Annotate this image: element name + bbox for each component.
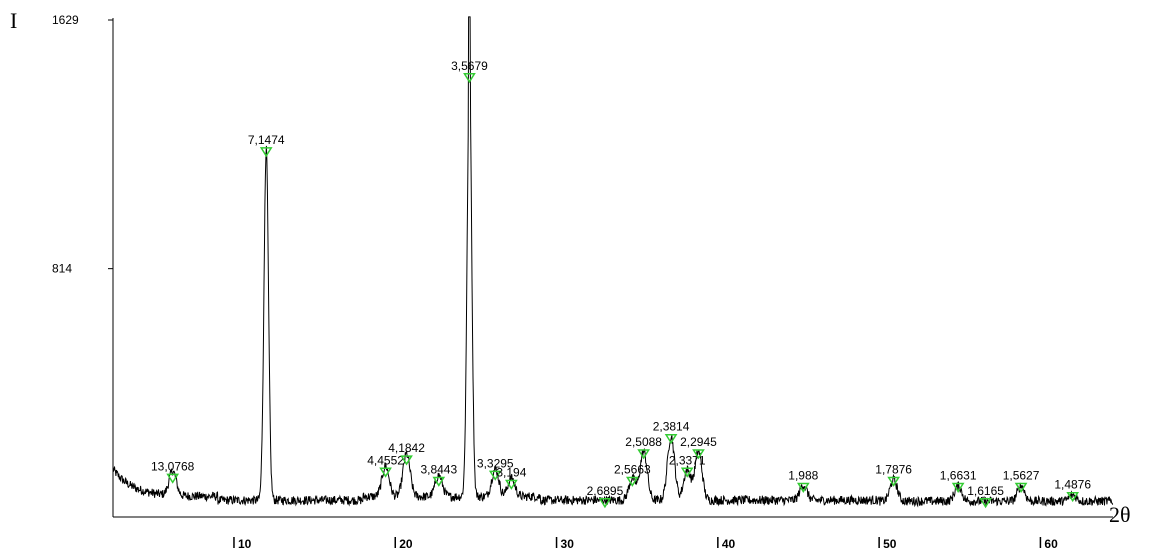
peak-label: 3,194: [496, 465, 526, 479]
x-tick-label: 30: [561, 537, 575, 551]
peak-marker: [598, 498, 612, 509]
peak-marker: [166, 473, 180, 484]
axes: 814 1629 10 20 30 40 50 60: [52, 13, 1113, 551]
peak-marker: [664, 433, 678, 445]
peak-label: 1,988: [788, 469, 818, 483]
peak-label: 3,5679: [451, 59, 488, 73]
peak-marker: [951, 482, 965, 493]
peak-label: 4,4552: [367, 453, 404, 467]
peak-label: 2,6895: [587, 484, 624, 498]
diffraction-trace: [112, 16, 1114, 508]
peak-marker: [505, 479, 518, 490]
peak-marker: [692, 449, 705, 460]
peak-marker: [887, 476, 900, 487]
peak-label: 4,1842: [388, 441, 425, 455]
peak-label: 1,7876: [875, 462, 912, 476]
x-tick-label: 10: [238, 537, 252, 551]
peak-label: 1,6165: [967, 484, 1004, 498]
x-tick-label: 20: [399, 537, 413, 551]
peak-marker: [626, 476, 639, 487]
y-axis-label: I: [10, 8, 17, 33]
peak-marker: [400, 455, 413, 466]
peak-label: 2,2945: [680, 435, 717, 449]
peak-label: 1,5627: [1003, 469, 1040, 483]
peak-marker: [680, 467, 694, 478]
x-axis-label: 2θ: [1109, 502, 1131, 527]
peak-label: 7,1474: [248, 133, 285, 147]
peak-label: 2,3814: [653, 420, 690, 434]
peak-label: 2,3371: [669, 453, 706, 467]
y-tick-label: 814: [52, 262, 72, 276]
peak-marker: [259, 147, 273, 158]
peak-marker: [1066, 491, 1080, 503]
peak-marker: [379, 467, 392, 478]
peak-label: 13,0768: [151, 459, 195, 473]
peak-label: 3,8443: [420, 462, 457, 476]
peak-marker: [488, 470, 502, 481]
intensity-line: [112, 16, 1114, 508]
x-tick-label: 50: [883, 537, 897, 551]
peak-label: 1,4876: [1054, 478, 1091, 492]
peak-marker: [1014, 482, 1028, 493]
peak-marker: [796, 482, 810, 493]
peak-label: 2,5663: [614, 462, 651, 476]
peak-marker: [979, 498, 992, 509]
peak-marker: [463, 73, 476, 84]
y-tick-label: 1629: [52, 13, 79, 27]
peak-marker: [432, 476, 446, 487]
peak-marker: [637, 449, 650, 460]
peak-label: 1,6631: [940, 469, 977, 483]
peak-label: 2,5088: [625, 435, 662, 449]
x-tick-label: 60: [1044, 537, 1058, 551]
x-tick-label: 40: [722, 537, 736, 551]
peak-label: 3,3295: [477, 456, 514, 470]
